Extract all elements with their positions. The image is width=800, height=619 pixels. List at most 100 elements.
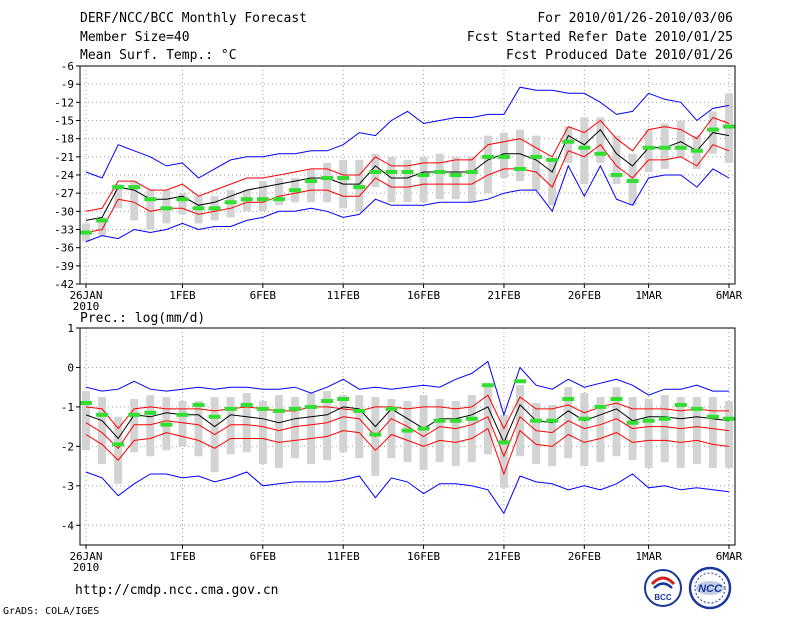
x-year-label: 2010 xyxy=(73,300,100,313)
x-tick-label: 21FEB xyxy=(487,289,520,302)
observation-marker xyxy=(723,416,735,421)
grads-credit: GrADS: COLA/IGES xyxy=(3,606,100,617)
observation-marker xyxy=(626,420,639,425)
x-tick-label: 26JAN xyxy=(69,289,102,302)
y-tick-label: -2 xyxy=(61,440,74,453)
observation-marker xyxy=(690,148,703,153)
x-tick-label: 16FEB xyxy=(407,289,440,302)
y-tick-label: -39 xyxy=(54,260,74,273)
spread-box xyxy=(98,397,107,465)
observation-marker xyxy=(578,416,591,421)
x-tick-label: 1FEB xyxy=(169,289,196,302)
spread-box xyxy=(516,129,525,182)
observation-marker xyxy=(417,173,430,177)
spread-box xyxy=(596,397,605,463)
spread-box xyxy=(274,395,283,469)
observation-marker xyxy=(497,440,510,445)
spread-box xyxy=(548,404,557,467)
spread-box xyxy=(612,135,621,185)
observation-marker xyxy=(272,408,285,413)
observation-marker xyxy=(594,151,607,156)
observation-marker xyxy=(256,406,269,411)
observation-marker xyxy=(401,169,414,174)
observation-marker xyxy=(192,402,205,407)
spread-box xyxy=(419,156,428,203)
spread-box xyxy=(564,387,573,459)
spread-box xyxy=(403,159,412,203)
spread-box xyxy=(146,190,155,230)
spread-box xyxy=(323,162,332,203)
observation-marker xyxy=(337,176,350,181)
observation-marker xyxy=(433,169,446,174)
min-line xyxy=(85,471,730,515)
observation-marker xyxy=(272,197,285,202)
spread-box xyxy=(676,120,685,157)
spread-box xyxy=(178,400,187,447)
spread-box xyxy=(548,159,557,206)
spread-box xyxy=(596,117,605,163)
observation-marker xyxy=(208,414,221,419)
observation-marker xyxy=(96,412,109,417)
observation-marker xyxy=(465,169,478,174)
plot-frame xyxy=(79,327,736,546)
x-tick-label: 21FEB xyxy=(487,550,520,563)
x-tick-label: 6MAR xyxy=(716,289,743,302)
spread-box xyxy=(692,397,701,465)
y-tick-label: -18 xyxy=(54,133,74,146)
observation-marker xyxy=(658,416,671,421)
observation-marker xyxy=(610,173,623,177)
y-tick-label: -33 xyxy=(54,224,74,237)
observation-marker xyxy=(417,426,430,431)
observation-marker xyxy=(305,404,318,409)
observation-marker xyxy=(288,188,301,193)
lower-spread-line-2 xyxy=(85,427,730,476)
observation-marker xyxy=(160,422,173,427)
spread-box xyxy=(435,399,444,463)
observation-marker xyxy=(674,145,687,150)
bcc-logo: BCC xyxy=(644,569,682,607)
observation-marker xyxy=(80,400,92,405)
x-tick-label: 11FEB xyxy=(327,289,360,302)
observation-marker xyxy=(305,179,318,184)
observation-marker xyxy=(240,197,253,202)
x-tick-label: 6FEB xyxy=(250,289,277,302)
observation-marker xyxy=(706,127,719,132)
observation-marker xyxy=(385,406,398,411)
ncc-logo-text: NCC xyxy=(698,583,723,595)
y-tick-label: -4 xyxy=(61,519,75,532)
bcc-logo-text: BCC xyxy=(654,593,672,602)
spread-box xyxy=(451,400,460,467)
lower-spread-line xyxy=(85,144,730,233)
x-tick-label: 26JAN xyxy=(69,550,102,563)
spread-box xyxy=(82,391,90,451)
observation-marker xyxy=(144,197,157,202)
spread-box xyxy=(114,184,123,209)
observation-marker xyxy=(192,206,205,211)
observation-marker xyxy=(224,406,237,411)
spread-box xyxy=(355,395,364,459)
observation-marker xyxy=(514,166,527,171)
observation-marker xyxy=(546,157,559,162)
y-tick-label: -42 xyxy=(54,278,74,291)
x-tick-label: 6MAR xyxy=(716,550,743,563)
spread-box xyxy=(242,393,251,453)
observation-marker xyxy=(530,418,543,423)
y-tick-label: -21 xyxy=(54,151,74,164)
y-tick-label: -30 xyxy=(54,205,74,218)
observation-marker xyxy=(208,206,221,211)
observation-marker xyxy=(690,406,703,411)
observation-marker xyxy=(514,379,527,384)
lower-spread-line xyxy=(85,415,730,458)
spread-box xyxy=(194,400,203,457)
source-url[interactable]: http://cmdp.ncc.cma.gov.cn xyxy=(75,583,279,598)
observation-marker xyxy=(337,397,350,402)
observation-marker xyxy=(497,154,510,159)
x-tick-label: 1MAR xyxy=(635,550,662,563)
observation-marker xyxy=(224,200,237,205)
spread-box xyxy=(178,193,187,215)
observation-marker xyxy=(369,169,382,174)
min-line xyxy=(85,164,730,243)
member-size-label: Member Size=40 xyxy=(80,30,190,45)
observation-marker xyxy=(530,154,543,159)
spread-box xyxy=(130,399,139,453)
